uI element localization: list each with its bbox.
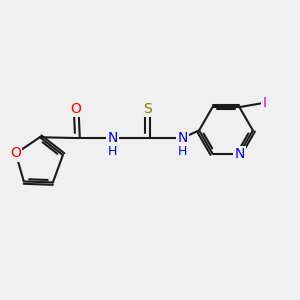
Text: O: O xyxy=(71,102,82,116)
Text: I: I xyxy=(262,96,266,110)
Text: N: N xyxy=(107,131,118,145)
Text: N: N xyxy=(234,147,244,161)
Text: N: N xyxy=(177,131,188,145)
Text: H: H xyxy=(108,145,117,158)
Text: H: H xyxy=(178,145,187,158)
Text: S: S xyxy=(143,102,152,116)
Text: O: O xyxy=(11,146,21,161)
